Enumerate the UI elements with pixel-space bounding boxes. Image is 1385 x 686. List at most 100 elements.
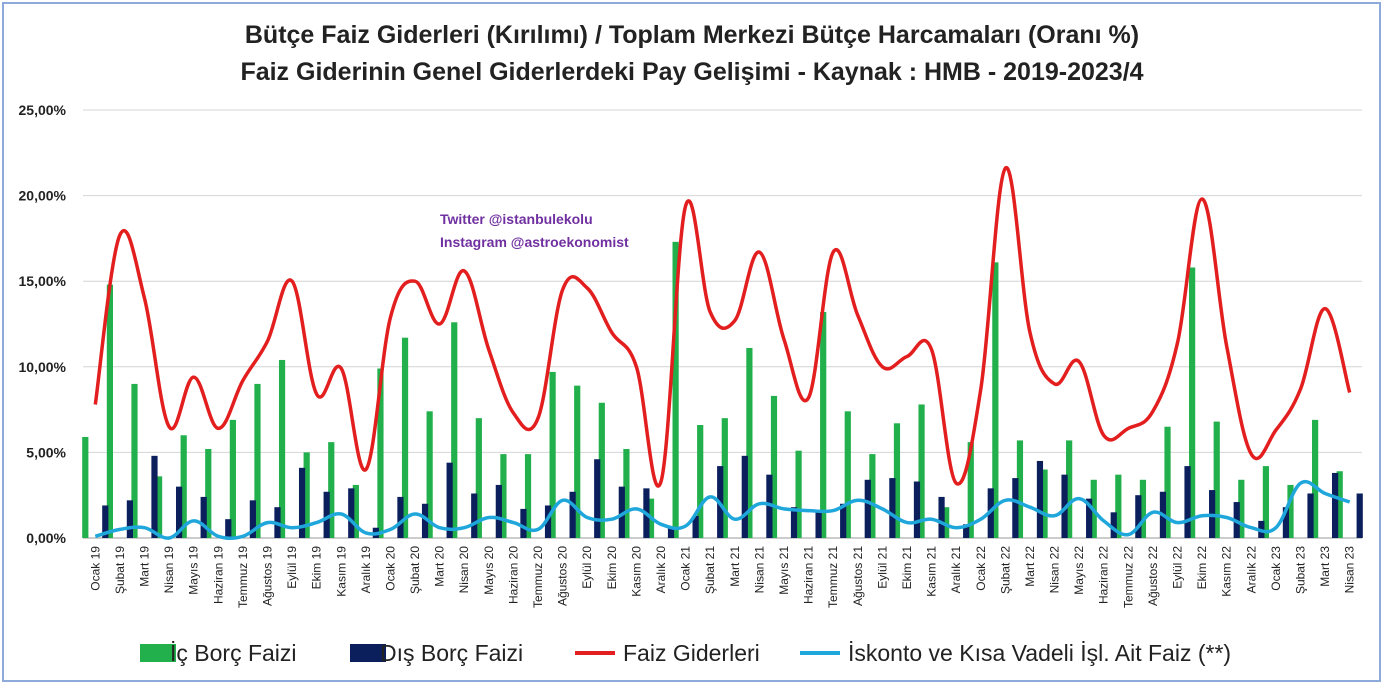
- bar-dis-borc: [298, 467, 306, 538]
- bar-dis-borc: [594, 459, 601, 538]
- x-tick-label: Şubat 23: [1294, 546, 1308, 594]
- bar-dis-borc: [1282, 507, 1290, 538]
- bar-ic-borc: [1115, 474, 1122, 538]
- x-tick-label: Ekim 22: [1195, 546, 1209, 590]
- x-tick-label: Şubat 20: [408, 546, 422, 594]
- bar-ic-borc: [770, 395, 778, 538]
- bar-ic-borc: [1041, 469, 1048, 538]
- bar-dis-borc: [790, 507, 798, 538]
- bar-dis-borc: [495, 484, 502, 538]
- x-tick-label: Mayıs 19: [187, 546, 201, 595]
- bar-ic-borc: [1164, 426, 1171, 538]
- bar-dis-borc: [913, 481, 921, 538]
- bar-ic-borc: [697, 425, 704, 538]
- bar-dis-borc: [421, 503, 429, 538]
- x-tick-label: Mayıs 20: [482, 546, 496, 595]
- bar-ic-borc: [352, 484, 359, 538]
- x-tick-label: Ekim 19: [310, 546, 324, 590]
- bar-dis-borc: [348, 488, 355, 538]
- line-faiz-giderleri: [93, 166, 1352, 488]
- bars: [82, 241, 1363, 538]
- x-tick-label: Ekim 20: [605, 546, 619, 590]
- x-tick-label: Temmuz 19: [236, 546, 250, 608]
- y-axis-ticks: 0,00% 5,00% 10,00% 15,00% 20,00% 25,00%: [19, 102, 67, 546]
- x-tick-label: Ocak 20: [384, 546, 398, 591]
- bar-dis-borc: [225, 519, 232, 538]
- bar-ic-borc: [967, 442, 974, 538]
- legend-label: İskonto ve Kısa Vadeli İşl. Ait Faiz (**…: [848, 640, 1231, 666]
- x-tick-label: Temmuz 21: [826, 546, 840, 608]
- legend-label: Dış Borç Faizi: [380, 640, 523, 666]
- x-tick-label: Haziran 21: [802, 546, 816, 604]
- bar-ic-borc: [746, 347, 753, 538]
- bar-dis-borc: [151, 455, 158, 538]
- x-tick-label: Ocak 23: [1269, 546, 1283, 591]
- line-iskonto: [94, 480, 1351, 541]
- x-tick-label: Ekim 21: [900, 546, 914, 590]
- bar-ic-borc: [180, 435, 187, 538]
- bar-ic-borc: [1189, 267, 1196, 538]
- bar-dis-borc: [126, 500, 133, 538]
- bar-ic-borc: [524, 454, 532, 538]
- bar-ic-borc: [229, 419, 236, 538]
- x-tick-label: Temmuz 20: [531, 546, 545, 608]
- x-tick-label: Haziran 19: [211, 546, 225, 604]
- bar-dis-borc: [1110, 512, 1117, 538]
- bar-ic-borc: [844, 411, 851, 538]
- bar-ic-borc: [795, 450, 802, 538]
- x-tick-label: Eylül 20: [580, 546, 594, 589]
- bar-ic-borc: [328, 442, 335, 538]
- bar-ic-borc: [598, 402, 605, 538]
- bar-ic-borc: [82, 436, 89, 538]
- bar-dis-borc: [840, 503, 847, 538]
- x-tick-label: Kasım 22: [1220, 546, 1234, 597]
- bar-dis-borc: [200, 496, 207, 538]
- x-tick-label: Mart 20: [433, 546, 447, 587]
- gridlines: [83, 109, 1362, 539]
- x-tick-label: Kasım 21: [925, 546, 939, 597]
- bar-ic-borc: [1238, 479, 1245, 538]
- annotation-instagram: Instagram @astroekonomist: [440, 234, 629, 250]
- bar-ic-borc: [1336, 471, 1343, 538]
- x-tick-label: Nisan 19: [162, 546, 176, 594]
- x-tick-label: Haziran 20: [506, 546, 520, 604]
- bar-dis-borc: [815, 512, 822, 538]
- bar-ic-borc: [1139, 479, 1147, 538]
- bar-dis-borc: [102, 505, 109, 538]
- bar-ic-borc: [155, 476, 163, 538]
- bar-ic-borc: [475, 418, 482, 538]
- x-tick-label: Eylül 21: [875, 546, 889, 589]
- bar-ic-borc: [1262, 466, 1270, 538]
- bar-dis-borc: [938, 496, 945, 538]
- bar-ic-borc: [869, 454, 876, 538]
- x-tick-label: Mart 19: [138, 546, 152, 587]
- x-tick-label: Haziran 22: [1097, 546, 1111, 604]
- bar-dis-borc: [397, 496, 404, 538]
- x-tick-label: Ağustos 20: [556, 546, 570, 606]
- legend-label: İç Borç Faizi: [170, 640, 297, 666]
- bar-dis-borc: [889, 478, 896, 538]
- bar-dis-borc: [520, 508, 527, 538]
- bar-ic-borc: [943, 507, 950, 538]
- x-tick-label: Ocak 19: [88, 546, 102, 591]
- bar-ic-borc: [401, 337, 409, 538]
- bar-ic-borc: [623, 448, 630, 538]
- x-tick-label: Aralık 21: [949, 546, 963, 594]
- bar-ic-borc: [574, 385, 581, 538]
- bar-dis-borc: [963, 524, 970, 538]
- x-tick-label: Kasım 20: [629, 546, 643, 597]
- bar-ic-borc: [672, 241, 679, 538]
- bar-dis-borc: [569, 491, 576, 538]
- x-tick-label: Eylül 19: [285, 546, 299, 589]
- bar-ic-borc: [278, 359, 286, 538]
- bar-dis-borc: [323, 491, 330, 538]
- bar-dis-borc: [667, 527, 675, 538]
- x-tick-label: Mart 23: [1318, 546, 1332, 587]
- bar-dis-borc: [249, 500, 256, 538]
- x-tick-label: Nisan 23: [1343, 546, 1357, 594]
- bar-ic-borc: [893, 423, 901, 538]
- bar-dis-borc: [1036, 460, 1044, 538]
- x-tick-label: Mayıs 22: [1072, 546, 1086, 595]
